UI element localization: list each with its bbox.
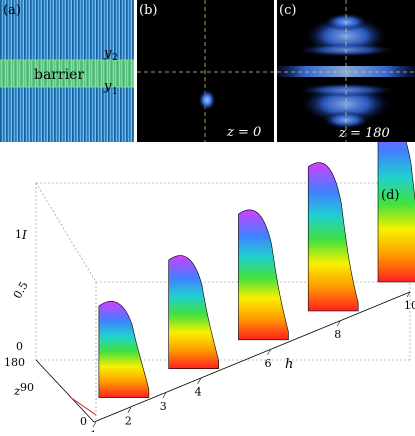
h-tick-mark-10: [406, 291, 411, 298]
panel-c-z-label: z = 180: [338, 126, 390, 141]
h-tick-mark-6: [267, 349, 271, 355]
panel-a-tag: (a): [3, 3, 21, 18]
h-tick-mark-8: [336, 320, 341, 327]
intensity-curve-h6: [238, 209, 289, 341]
h-tick-mark-4: [197, 378, 201, 384]
z-tick-90: 90: [20, 381, 34, 394]
h-tick-10: 10: [404, 299, 415, 312]
initial-beam-spot: [198, 89, 216, 111]
h-tick-mark-2: [127, 407, 132, 413]
intensity-curve-h2: [98, 301, 150, 398]
z-tick-0: 0: [80, 415, 87, 428]
h-axis-label: h: [285, 357, 293, 372]
h-tick-mark-3: [162, 392, 167, 399]
i-tick-1: 1: [15, 228, 22, 241]
barrier-label: barrier: [34, 67, 84, 83]
barrier-region: [0, 60, 134, 87]
h-tick-6: 6: [264, 357, 271, 370]
panel-b-svg: (b) z = 0: [137, 0, 274, 142]
intensity-curve-h10: [377, 117, 415, 283]
panel-a: (a) barrier y 2 y 1: [0, 0, 134, 142]
panel-d: 12346810 180 90 0 z 0 0.5 1 I h (d): [0, 117, 415, 436]
y1-subscript: 1: [112, 87, 118, 97]
propagation-trace: [69, 396, 97, 416]
i-axis-label: I: [21, 228, 27, 242]
y2-subscript: 2: [112, 53, 118, 63]
panel-c-svg: (c) z = 180: [277, 0, 415, 142]
i-tick-0-5: 0.5: [11, 279, 31, 301]
intensity-curve-h4: [168, 255, 219, 369]
h-tick-mark-1: [92, 421, 97, 428]
h-tick-2: 2: [125, 415, 132, 428]
panel-b: (b) z = 0: [137, 0, 274, 142]
z-axis-label: z: [13, 384, 21, 398]
panel-c-tag: (c): [279, 3, 296, 18]
i-tick-0: 0: [16, 340, 23, 353]
y1-label: y: [103, 79, 112, 94]
intensity-curves: [98, 117, 415, 398]
panel-b-z-label: z = 0: [226, 125, 261, 140]
intensity-curve-h8: [307, 162, 359, 312]
axes: [35, 291, 411, 423]
y2-label: y: [103, 46, 112, 61]
panel-a-svg: (a) barrier y 2 y 1: [0, 0, 134, 142]
h-tick-4: 4: [195, 386, 202, 399]
panel-b-tag: (b): [139, 3, 157, 18]
panel-d-tag: (d): [381, 188, 399, 203]
panel-d-svg: 12346810 180 90 0 z 0 0.5 1 I h (d): [4, 117, 415, 436]
z-tick-180: 180: [4, 356, 25, 369]
h-tick-3: 3: [160, 400, 167, 413]
h-tick-8: 8: [334, 328, 341, 341]
panel-c: (c) z = 180: [277, 0, 415, 142]
